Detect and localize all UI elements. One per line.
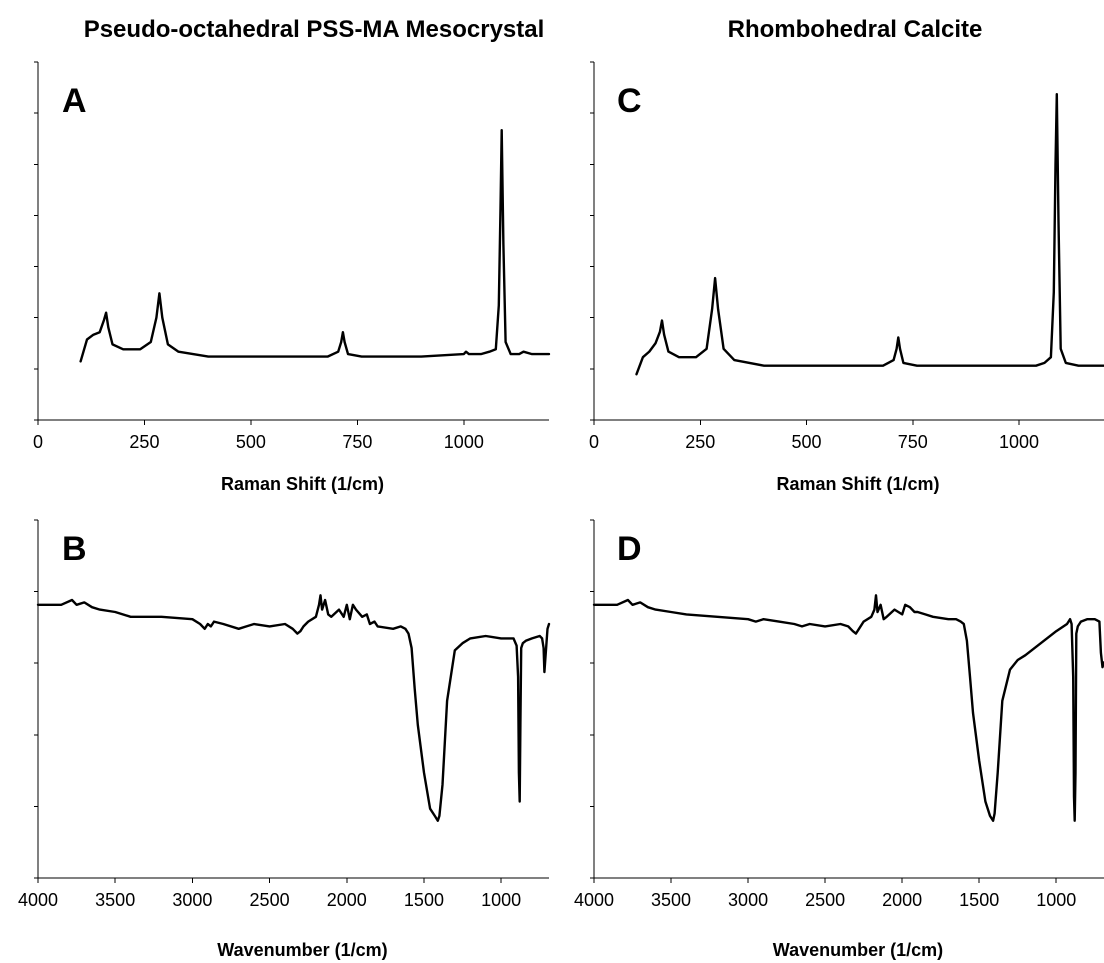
x-tick-label: 4000 (18, 890, 58, 910)
x-tick-label: 3500 (651, 890, 691, 910)
x-tick-label: 750 (342, 432, 372, 452)
x-axis-title: Wavenumber (1/cm) (217, 940, 387, 960)
x-tick-label: 1500 (404, 890, 444, 910)
x-tick-label: 1000 (999, 432, 1039, 452)
panel-letter: C (617, 82, 642, 120)
panel-letter: A (62, 82, 87, 120)
x-tick-label: 2500 (250, 890, 290, 910)
x-tick-label: 500 (236, 432, 266, 452)
spectrum-line (635, 93, 1104, 376)
x-tick-label: 1500 (959, 890, 999, 910)
panel-c-raman-calcite: 0 250 500 750 1000 Raman Shift (1/cm) C (589, 61, 1104, 494)
x-tick-label: 3000 (728, 890, 768, 910)
panel-d-ir-calcite: 4000 3500 3000 2500 2000 1500 1000 Wavenumber (… (574, 519, 1104, 960)
panel-b-ir-mesocrystal: 4000 3500 3000 2500 2000 1500 1000 Wavenumber (… (18, 519, 551, 960)
x-tick-label: 3000 (172, 890, 212, 910)
x-tick-label: 2500 (805, 890, 845, 910)
panel-letter: B (62, 530, 87, 568)
x-tick-label: 500 (791, 432, 821, 452)
x-axis-title: Raman Shift (1/cm) (221, 474, 384, 494)
x-tick-label: 0 (33, 432, 43, 452)
x-tick-label: 750 (898, 432, 928, 452)
panel-a-raman-mesocrystal: 0 250 500 750 1000 Raman Shift (1/cm) A (33, 61, 551, 494)
x-tick-label: 1000 (481, 890, 521, 910)
x-tick-label: 250 (129, 432, 159, 452)
x-tick-label: 250 (685, 432, 715, 452)
x-tick-label: 1000 (444, 432, 484, 452)
x-tick-label: 3500 (95, 890, 135, 910)
x-axis-title: Wavenumber (1/cm) (773, 940, 943, 960)
spectrum-line (36, 594, 551, 822)
x-tick-label: 2000 (327, 890, 367, 910)
x-axis-title: Raman Shift (1/cm) (776, 474, 939, 494)
x-tick-label: 4000 (574, 890, 614, 910)
left-column-title: Pseudo-octahedral PSS-MA Mesocrystal (84, 16, 545, 43)
x-tick-label: 1000 (1036, 890, 1076, 910)
x-tick-label: 2000 (882, 890, 922, 910)
spectrum-line (592, 594, 1104, 822)
panel-letter: D (617, 530, 642, 568)
right-column-title: Rhombohedral Calcite (728, 16, 983, 43)
x-tick-label: 0 (589, 432, 599, 452)
spectrum-line (79, 129, 551, 363)
